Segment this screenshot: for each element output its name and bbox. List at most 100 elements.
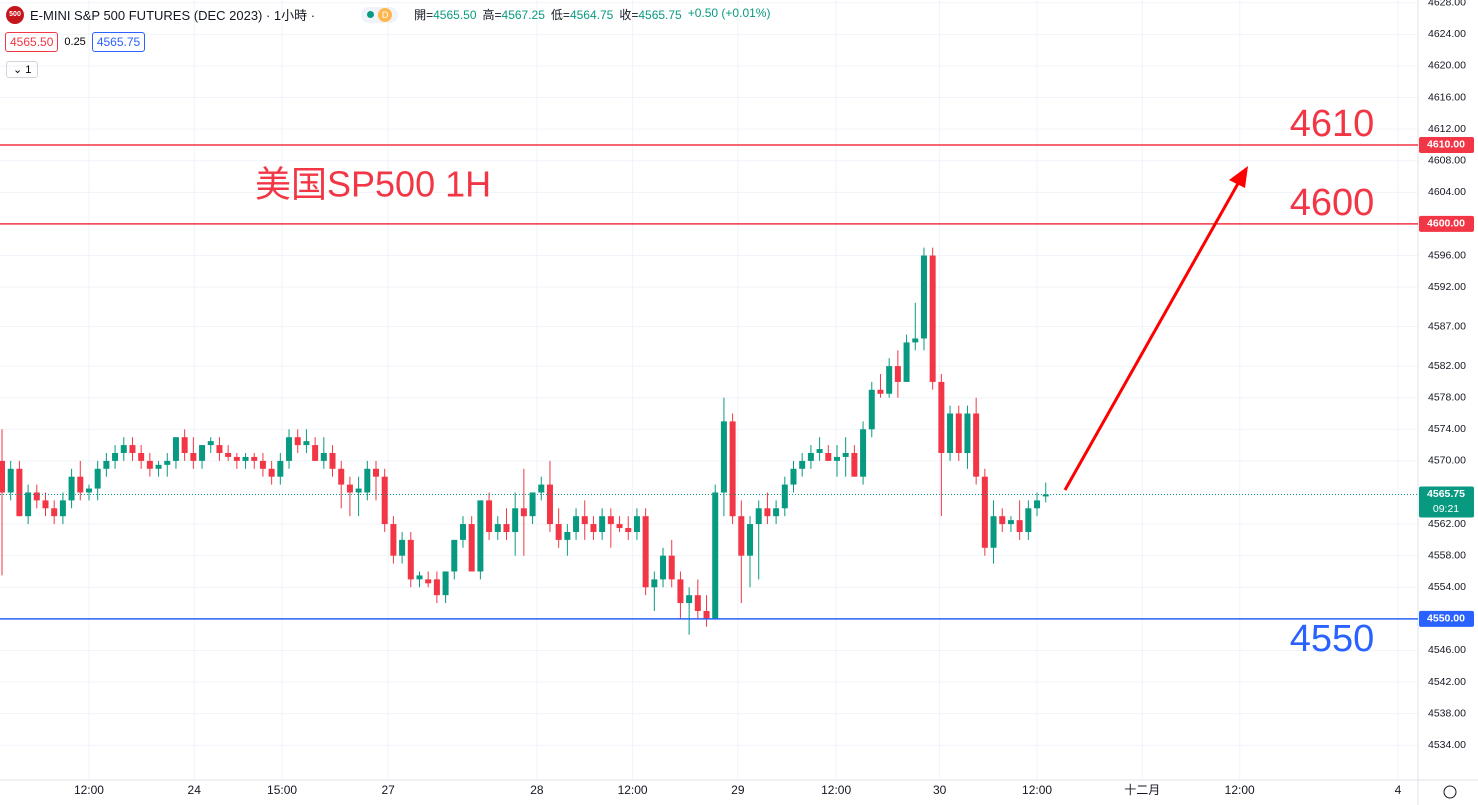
candle-body xyxy=(1042,494,1049,497)
spread: 0.25 xyxy=(64,36,86,48)
candle-body xyxy=(433,579,440,596)
symbol-icon: 500 xyxy=(6,5,24,24)
x-tick-label: 12:00 xyxy=(618,783,648,797)
candle-body xyxy=(799,460,806,469)
candle-body xyxy=(894,366,901,382)
x-tick-label: 12:00 xyxy=(74,783,104,797)
ask[interactable]: 4565.75 xyxy=(91,32,146,52)
candle-body xyxy=(955,413,962,453)
candle-body xyxy=(929,255,936,382)
y-tick-label: 4582.00 xyxy=(1428,360,1466,372)
candle-body xyxy=(373,468,380,477)
candle-body xyxy=(251,456,258,461)
candle-body xyxy=(886,366,893,394)
y-tick-label: 4616.00 xyxy=(1428,91,1466,103)
candle-body xyxy=(833,456,840,461)
candle-body xyxy=(42,500,49,509)
candle-body xyxy=(225,452,232,457)
candle-body xyxy=(338,468,345,485)
candle-body xyxy=(720,421,727,493)
candle-body xyxy=(938,381,945,453)
candle-body xyxy=(842,452,849,457)
candle-body xyxy=(868,389,875,430)
candle-body xyxy=(625,528,632,532)
candle-body xyxy=(25,492,32,517)
x-tick-label: 12:00 xyxy=(1225,783,1255,797)
ohlc-label: 收= xyxy=(619,8,639,22)
candle-body xyxy=(990,516,997,548)
candle-body xyxy=(138,452,145,461)
y-tick-label: 4612.00 xyxy=(1428,123,1466,135)
candle-body xyxy=(973,413,980,477)
y-tick-label: 4574.00 xyxy=(1428,423,1466,435)
x-tick-label: 28 xyxy=(530,783,544,797)
candle-body xyxy=(555,524,562,540)
bid[interactable]: 4565.50 xyxy=(5,32,59,52)
change: +0.50 (+0.01%) xyxy=(687,6,771,20)
header: 500 E-MINI S&P 500 FUTURES (DEC 2023) · … xyxy=(6,5,770,24)
candle-body xyxy=(390,524,397,556)
status: D xyxy=(361,6,399,23)
candle-body xyxy=(146,460,153,469)
price-box xyxy=(1419,486,1474,518)
y-tick-label: 4554.00 xyxy=(1428,581,1466,593)
candle-body xyxy=(642,516,649,588)
candle-body xyxy=(781,484,788,509)
order-row: 4565.50 0.25 4565.75 xyxy=(5,32,146,52)
candle-body xyxy=(599,516,606,532)
candle-body xyxy=(120,445,127,453)
y-tick-label: 4624.00 xyxy=(1428,28,1466,40)
settings-icon[interactable] xyxy=(1443,785,1457,799)
candle-body xyxy=(912,338,919,343)
candle-body xyxy=(77,476,84,493)
candle-body xyxy=(851,452,858,477)
candle-body xyxy=(190,452,197,461)
candle-body xyxy=(1034,500,1041,509)
candle-body xyxy=(199,445,206,461)
candle-body xyxy=(564,531,571,540)
candle-body xyxy=(364,468,371,493)
candle-body xyxy=(286,437,293,461)
candle-body xyxy=(312,445,319,461)
ohlc-value: 4565.50 xyxy=(433,8,477,22)
candle-body xyxy=(529,492,536,517)
candle-body xyxy=(660,555,667,580)
level-label: 4550 xyxy=(1290,618,1375,660)
candle-body xyxy=(346,484,353,493)
candle-body xyxy=(468,524,475,572)
candle-body xyxy=(747,524,754,556)
symbol[interactable]: E-MINI S&P 500 FUTURES (DEC 2023) · 1小時 … xyxy=(30,8,316,23)
y-tick-label: 4596.00 xyxy=(1428,249,1466,261)
candle-body xyxy=(268,468,275,477)
quantity[interactable]: ⌄ 1 xyxy=(6,61,39,78)
candle-body xyxy=(329,452,336,469)
candle-body xyxy=(729,421,736,517)
y-tick-label: 4587.00 xyxy=(1428,320,1466,332)
x-tick-label: 29 xyxy=(731,783,745,797)
candle-body xyxy=(1007,520,1014,525)
ohlc-value: 4565.75 xyxy=(638,8,682,22)
y-tick-label: 4578.00 xyxy=(1428,391,1466,403)
y-tick-label: 4604.00 xyxy=(1428,186,1466,198)
y-tick-label: 4570.00 xyxy=(1428,455,1466,467)
candle-body xyxy=(512,508,519,532)
candle-body xyxy=(172,437,179,461)
candle-body xyxy=(920,255,927,339)
candle-body xyxy=(399,539,406,556)
candle-body xyxy=(320,452,327,461)
status-dot xyxy=(367,11,375,18)
ohlc-item: 低=4564.75 xyxy=(551,6,613,23)
candle-body xyxy=(459,524,466,540)
ohlc: 開=4565.50 高=4567.25 低=4564.75 收=4565.75 … xyxy=(414,6,770,23)
candle-body xyxy=(1025,508,1032,532)
candle-body xyxy=(294,437,301,446)
x-tick-label: 十二月 xyxy=(1124,783,1160,797)
arrow-head xyxy=(1229,166,1248,188)
candle-body xyxy=(1016,520,1023,532)
price-label: 4565.75 xyxy=(1427,488,1465,500)
candle-body xyxy=(633,516,640,532)
candle-body xyxy=(259,460,266,469)
ohlc-value: 4564.75 xyxy=(569,8,614,22)
candle-body xyxy=(816,449,823,453)
candle-body xyxy=(712,492,719,619)
